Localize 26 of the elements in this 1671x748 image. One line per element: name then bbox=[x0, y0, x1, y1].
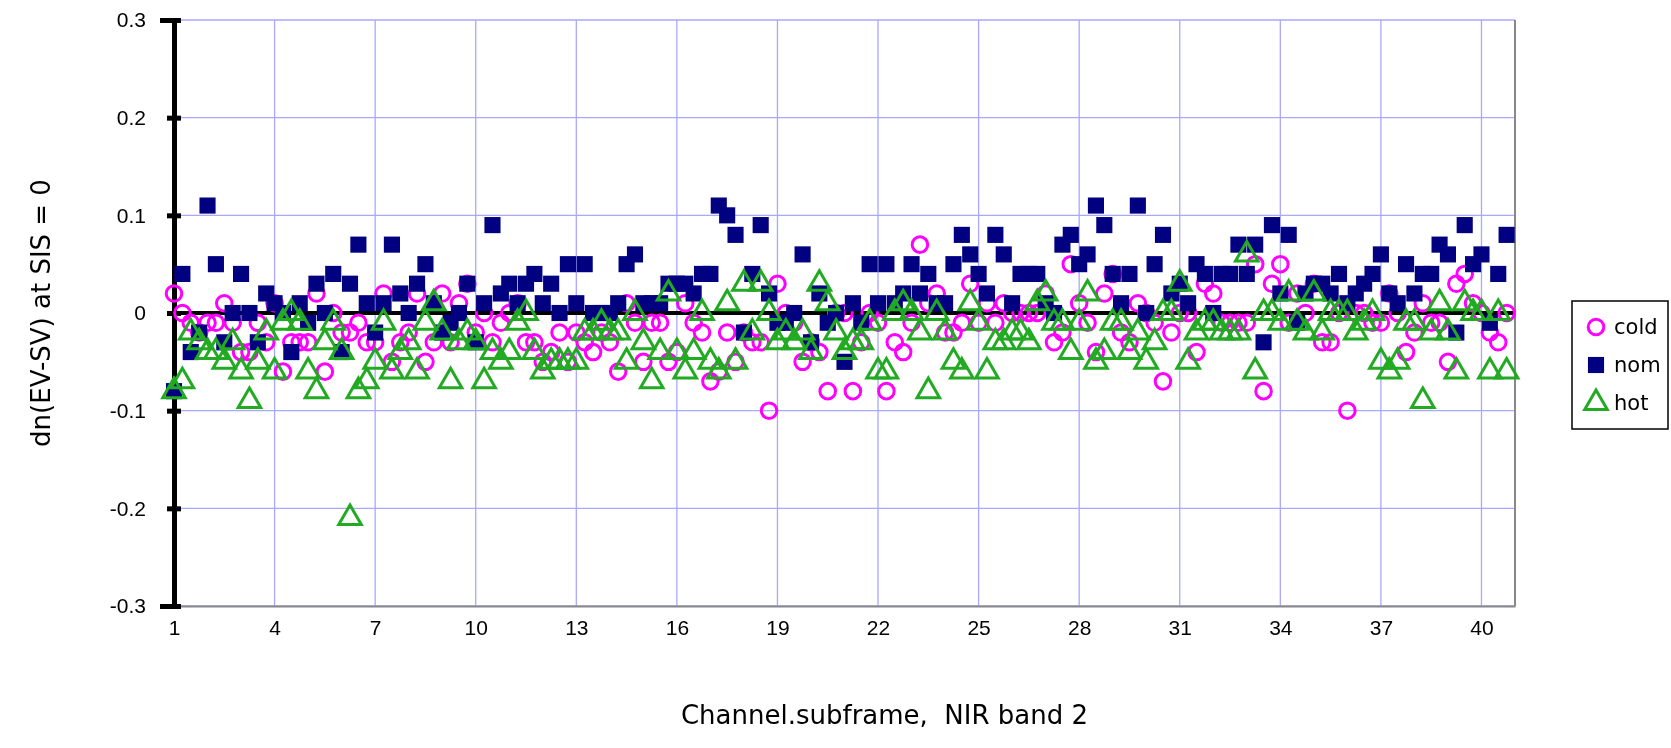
y-tick-label: 0 bbox=[134, 301, 146, 325]
x-tick-label: 4 bbox=[269, 615, 282, 639]
x-tick-label: 37 bbox=[1369, 615, 1394, 639]
y-tick-label: 0.1 bbox=[116, 203, 146, 227]
y-axis-title: dn(EV-SV) at SIS = 0 bbox=[26, 179, 56, 447]
x-tick-label: 40 bbox=[1470, 615, 1494, 639]
x-tick-label: 19 bbox=[766, 615, 790, 639]
x-tick-label: 34 bbox=[1269, 615, 1293, 639]
legend-label: nom bbox=[1614, 353, 1661, 378]
y-tick-label: 0.3 bbox=[116, 8, 146, 32]
x-tick-label: 7 bbox=[369, 615, 382, 639]
x-tick-label: 25 bbox=[967, 615, 991, 639]
x-tick-label: 1 bbox=[168, 615, 181, 639]
legend-label: hot bbox=[1614, 391, 1649, 416]
x-axis-title: Channel.subframe, NIR band 2 bbox=[680, 700, 1089, 730]
y-tick-label: -0.3 bbox=[109, 594, 146, 618]
x-tick-label: 10 bbox=[464, 615, 488, 639]
y-tick-label: 0.2 bbox=[116, 105, 146, 129]
legend-label: cold bbox=[1614, 315, 1658, 340]
x-tick-label: 31 bbox=[1168, 615, 1192, 639]
x-tick-label: 22 bbox=[866, 615, 891, 639]
y-tick-label: -0.2 bbox=[109, 496, 146, 520]
x-tick-label: 16 bbox=[665, 615, 690, 639]
y-tick-label: -0.1 bbox=[109, 398, 146, 422]
x-tick-label: 13 bbox=[565, 615, 589, 639]
x-tick-label: 28 bbox=[1068, 615, 1092, 639]
